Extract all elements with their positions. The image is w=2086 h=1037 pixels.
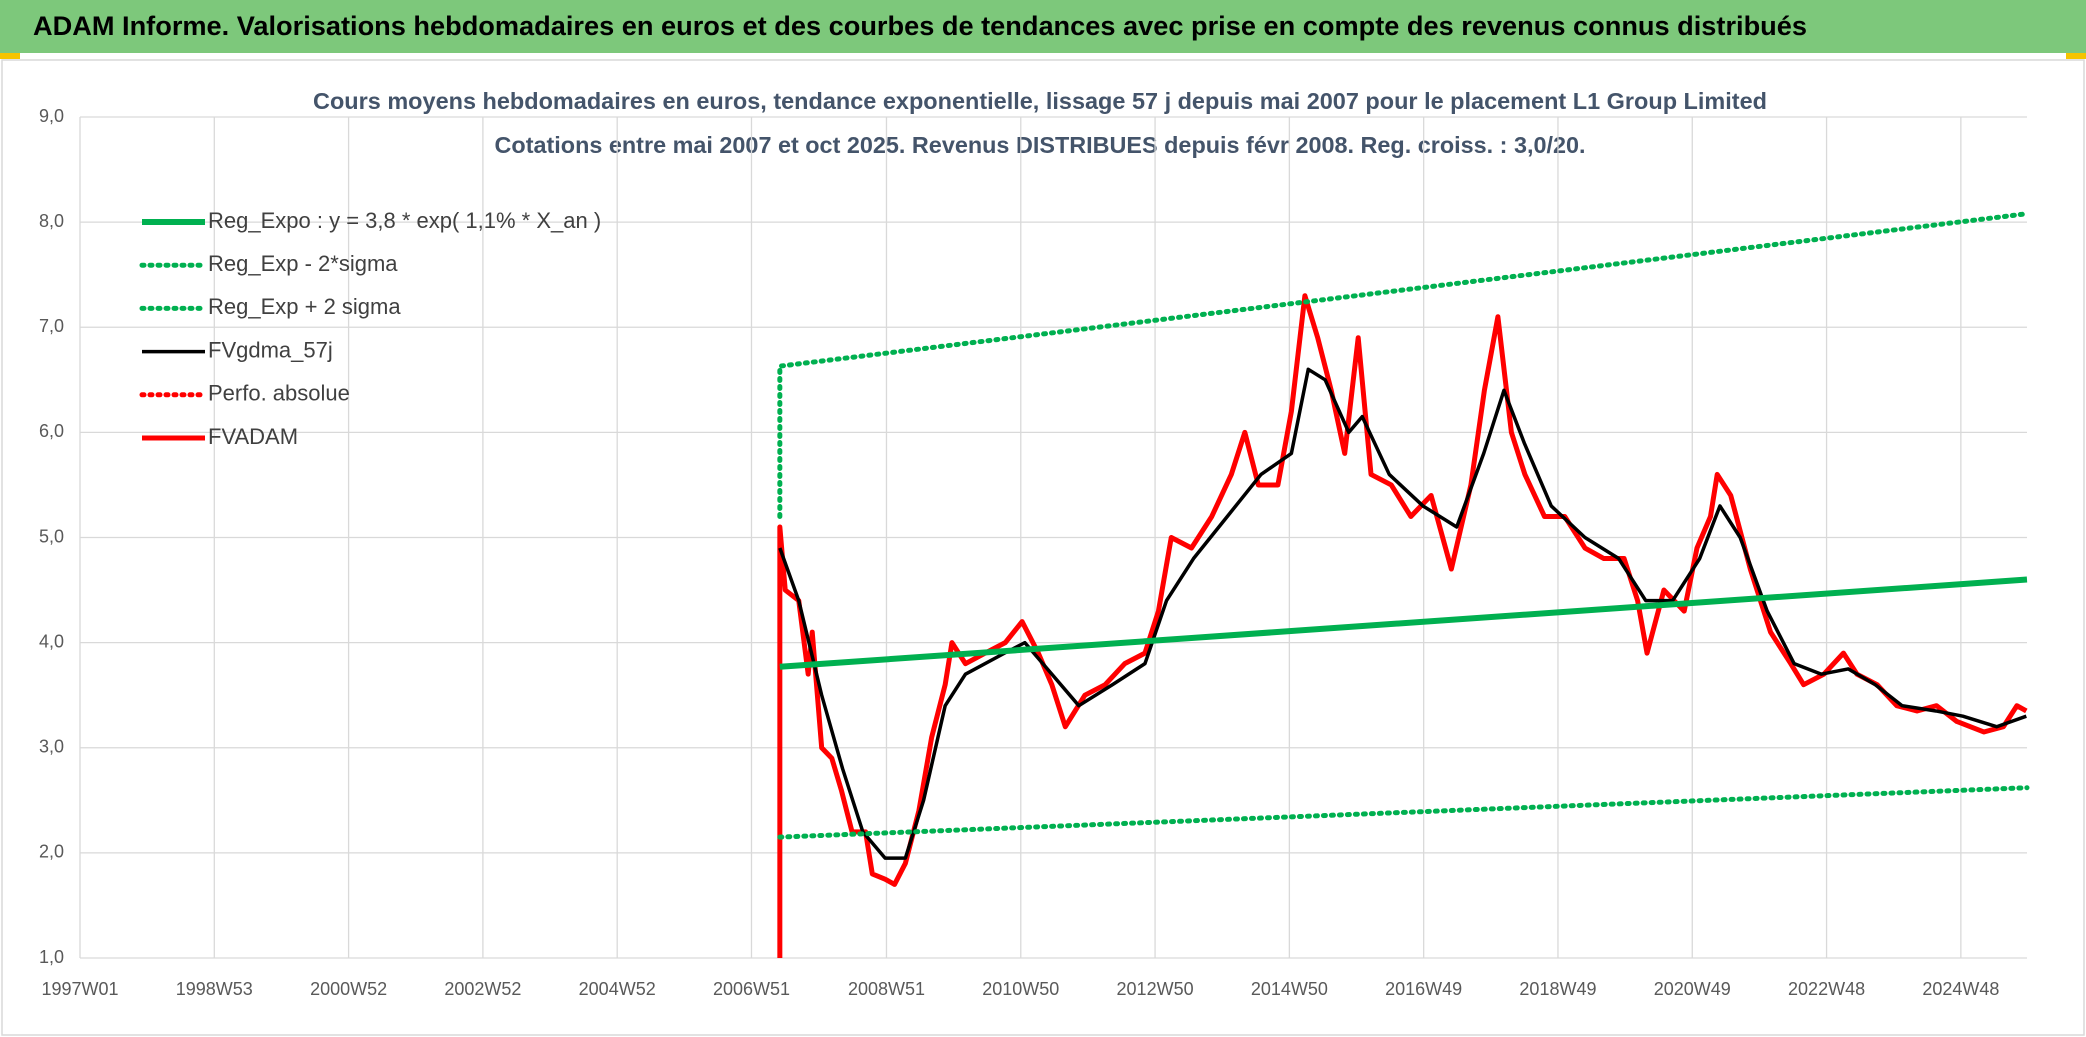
header-accent: [2066, 53, 2086, 59]
plot: [777, 211, 2030, 958]
chart-title: Cours moyens hebdomadaires en euros, ten…: [313, 88, 1767, 114]
y-tick-label: 5,0: [39, 526, 64, 546]
y-tick-label: 2,0: [39, 842, 64, 862]
y-tick-label: 9,0: [39, 106, 64, 126]
y-tick-label: 3,0: [39, 737, 64, 757]
x-tick-label: 2016W49: [1385, 979, 1462, 999]
x-tick-label: 2020W49: [1654, 979, 1731, 999]
x-tick-label: 2012W50: [1117, 979, 1194, 999]
y-tick-label: 4,0: [39, 631, 64, 651]
header-title: ADAM Informe. Valorisations hebdomadaire…: [33, 11, 1807, 41]
legend-label: Reg_Exp - 2*sigma: [208, 251, 398, 276]
y-tick-label: 6,0: [39, 421, 64, 441]
series-line: [778, 367, 2027, 860]
x-tick-label: 2014W50: [1251, 979, 1328, 999]
y-tick-label: 1,0: [39, 947, 64, 967]
series-line: [779, 576, 2028, 670]
x-tick-label: 2002W52: [444, 979, 521, 999]
x-tick-label: 2008W51: [848, 979, 925, 999]
x-tick-label: 1998W53: [176, 979, 253, 999]
legend-label: Reg_Exp + 2 sigma: [208, 294, 401, 319]
legend-label: FVADAM: [208, 424, 298, 449]
x-tick-label: 2022W48: [1788, 979, 1865, 999]
legend-label: Reg_Expo : y = 3,8 * exp( 1,1% * X_an ): [208, 208, 601, 233]
chart-subtitle: Cotations entre mai 2007 et oct 2025. Re…: [495, 132, 1586, 158]
grid: 1,0 2,0 3,0 4,0 5,0 6,0 7,0 8,0 9,0 1997W01 1998W5…: [39, 106, 2027, 999]
y-tick-label: 7,0: [39, 316, 64, 336]
x-tick-label: 2024W48: [1922, 979, 1999, 999]
x-tick-label: 1997W01: [41, 979, 118, 999]
series-line: [777, 211, 2030, 519]
legend: Reg_Expo : y = 3,8 * exp( 1,1% * X_an ) R…: [139, 208, 601, 449]
legend-label: FVgdma_57j: [208, 337, 333, 362]
y-tick-label: 8,0: [39, 211, 64, 231]
legend-label: Perfo. absolue: [208, 381, 350, 406]
x-tick-label: 2000W52: [310, 979, 387, 999]
header-accent: [0, 53, 20, 59]
x-tick-label: 2018W49: [1519, 979, 1596, 999]
x-tick-label: 2010W50: [982, 979, 1059, 999]
header-bar: [0, 0, 2086, 53]
x-tick-label: 2004W52: [579, 979, 656, 999]
chart-frame: [1, 59, 2085, 1036]
x-tick-label: 2006W51: [713, 979, 790, 999]
series-line: [777, 785, 2030, 840]
